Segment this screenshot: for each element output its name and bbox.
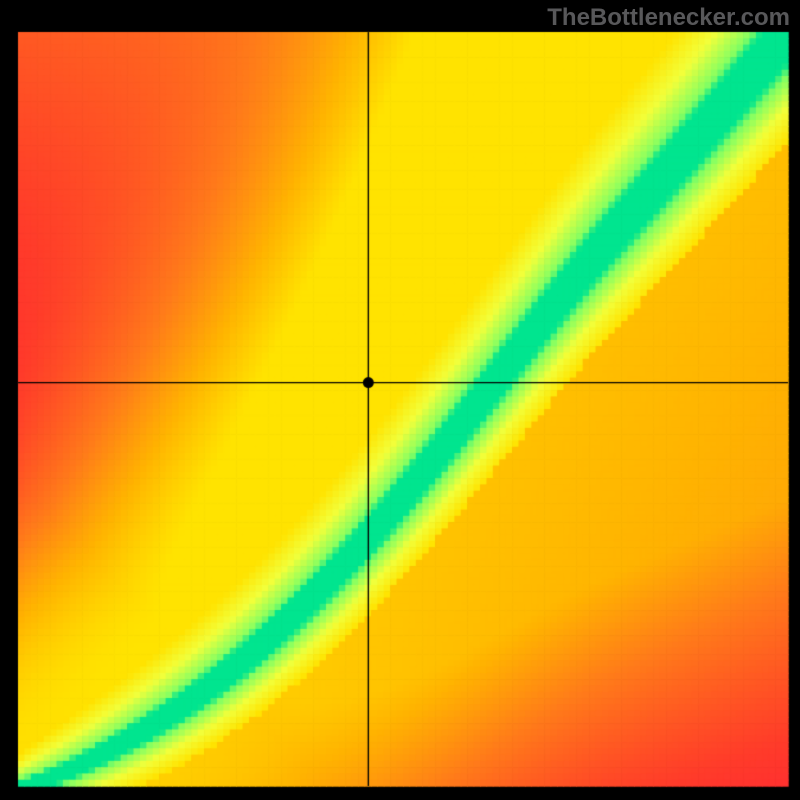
crosshair-overlay — [0, 0, 800, 800]
chart-container: { "chart": { "type": "heatmap", "grid_si… — [0, 0, 800, 800]
watermark-text: TheBottlenecker.com — [547, 4, 790, 32]
